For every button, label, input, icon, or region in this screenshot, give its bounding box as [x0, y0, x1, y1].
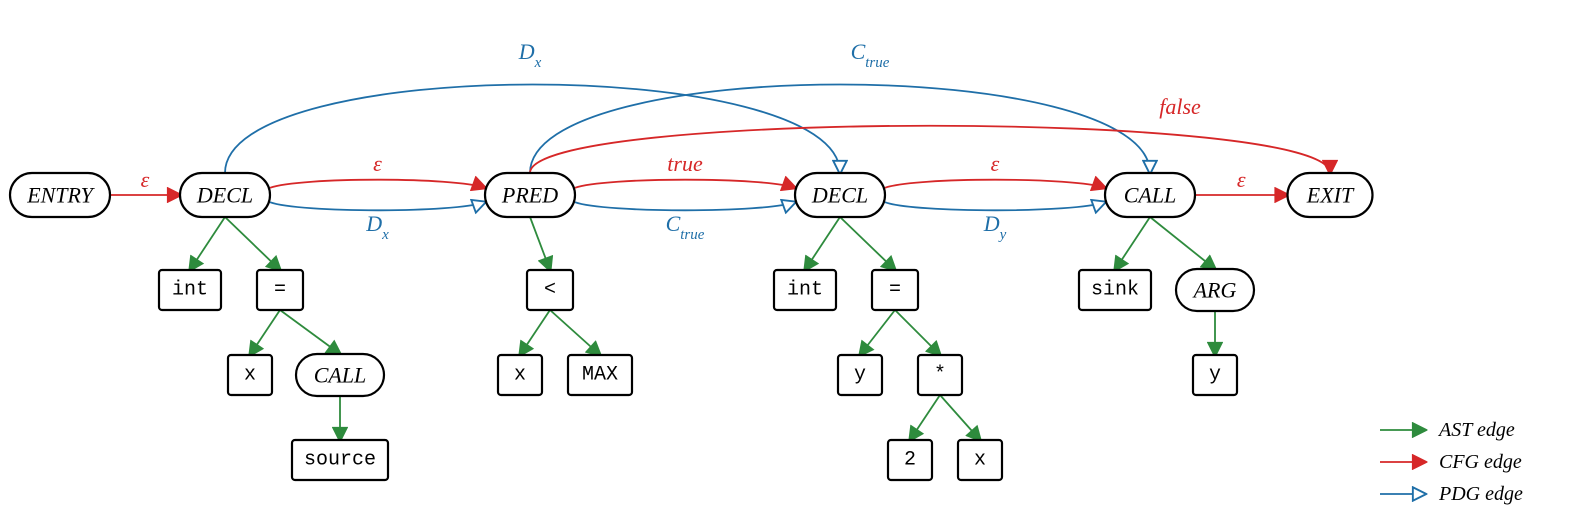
edge-ast: [895, 310, 940, 355]
edge-pdg: [575, 202, 795, 210]
node-label: x: [514, 364, 526, 387]
node-two: 2: [888, 440, 932, 480]
edge-label: true: [667, 151, 703, 176]
edge-label: ε: [991, 151, 1000, 176]
edge-ast: [550, 310, 600, 355]
legend-label-cfg: CFG edge: [1439, 451, 1522, 473]
edges-layer: ε ε Dx true Ctrue ε Dy ε Dx Ctrue false: [110, 39, 1330, 440]
node-source: source: [292, 440, 388, 480]
node-call2: CALL: [1105, 173, 1195, 217]
node-y1: y: [838, 355, 882, 395]
edge-label: Ctrue: [666, 211, 705, 243]
node-entry: ENTRY: [10, 173, 110, 217]
edge-ast: [1150, 217, 1215, 269]
edge-pdg: [270, 202, 485, 210]
node-mul: *: [918, 355, 962, 395]
edge-pdg: [530, 85, 1150, 174]
node-label: =: [889, 279, 901, 302]
node-label: sink: [1091, 279, 1139, 302]
legend-label-pdg: PDG edge: [1438, 483, 1523, 505]
edge-label: Dx: [518, 39, 542, 71]
node-lt: <: [527, 270, 573, 310]
edge-cfg: [575, 180, 795, 188]
node-eq1: =: [257, 270, 303, 310]
node-eq2: =: [872, 270, 918, 310]
edge-ast: [840, 217, 895, 270]
node-decl2: DECL: [795, 173, 885, 217]
node-label: =: [274, 279, 286, 302]
node-label: PRED: [501, 183, 558, 208]
node-sink: sink: [1079, 270, 1151, 310]
edge-cfg: [885, 180, 1105, 188]
node-label: DECL: [196, 183, 253, 208]
edge-ast: [1115, 217, 1150, 270]
node-label: x: [244, 364, 256, 387]
edge-label: ε: [141, 167, 150, 192]
node-label: CALL: [1124, 183, 1177, 208]
edge-ast: [860, 310, 895, 355]
node-int2: int: [774, 270, 836, 310]
node-label: DECL: [811, 183, 868, 208]
node-label: <: [544, 279, 556, 302]
edge-cfg: [530, 126, 1330, 173]
node-label: y: [854, 364, 866, 387]
edge-ast: [280, 310, 340, 354]
node-label: ARG: [1192, 278, 1237, 303]
edge-cfg: [270, 180, 485, 188]
node-label: x: [974, 449, 986, 472]
edge-ast: [805, 217, 840, 270]
legend: AST edge CFG edge PDG edge: [1380, 419, 1523, 505]
node-exit: EXIT: [1288, 173, 1373, 217]
node-x2: x: [498, 355, 542, 395]
edge-ast: [250, 310, 280, 355]
node-label: ENTRY: [26, 183, 95, 208]
node-label: *: [934, 364, 946, 387]
edge-ast: [530, 217, 550, 270]
node-x1: x: [228, 355, 272, 395]
node-arg: ARG: [1176, 269, 1254, 311]
edge-pdg: [885, 202, 1105, 210]
edge-ast: [910, 395, 940, 440]
node-label: CALL: [314, 363, 367, 388]
node-label: source: [304, 449, 376, 472]
node-y2: y: [1193, 355, 1237, 395]
edge-ast: [520, 310, 550, 355]
edge-ast: [225, 217, 280, 270]
edge-label: false: [1159, 94, 1201, 119]
node-label: int: [172, 279, 208, 302]
node-label: y: [1209, 364, 1221, 387]
node-label: MAX: [582, 364, 618, 387]
edge-ast: [940, 395, 980, 440]
node-label: 2: [904, 449, 916, 472]
edge-label: Dy: [983, 211, 1007, 243]
edge-label: Dx: [365, 211, 389, 243]
node-pred: PRED: [485, 173, 575, 217]
node-int1: int: [159, 270, 221, 310]
node-label: int: [787, 279, 823, 302]
edge-label: Ctrue: [851, 39, 890, 71]
edge-label: ε: [1237, 167, 1246, 192]
cpg-diagram: ε ε Dx true Ctrue ε Dy ε Dx Ctrue false ENTRY DECL PR…: [0, 0, 1581, 526]
node-call1: CALL: [296, 354, 384, 396]
legend-label-ast: AST edge: [1437, 419, 1515, 441]
nodes-layer: ENTRY DECL PRED DECL CALL EXIT int = x CALL source…: [10, 173, 1373, 480]
node-x3: x: [958, 440, 1002, 480]
edge-label: ε: [373, 151, 382, 176]
node-max: MAX: [568, 355, 632, 395]
node-decl1: DECL: [180, 173, 270, 217]
edge-ast: [190, 217, 225, 270]
node-label: EXIT: [1306, 183, 1355, 208]
